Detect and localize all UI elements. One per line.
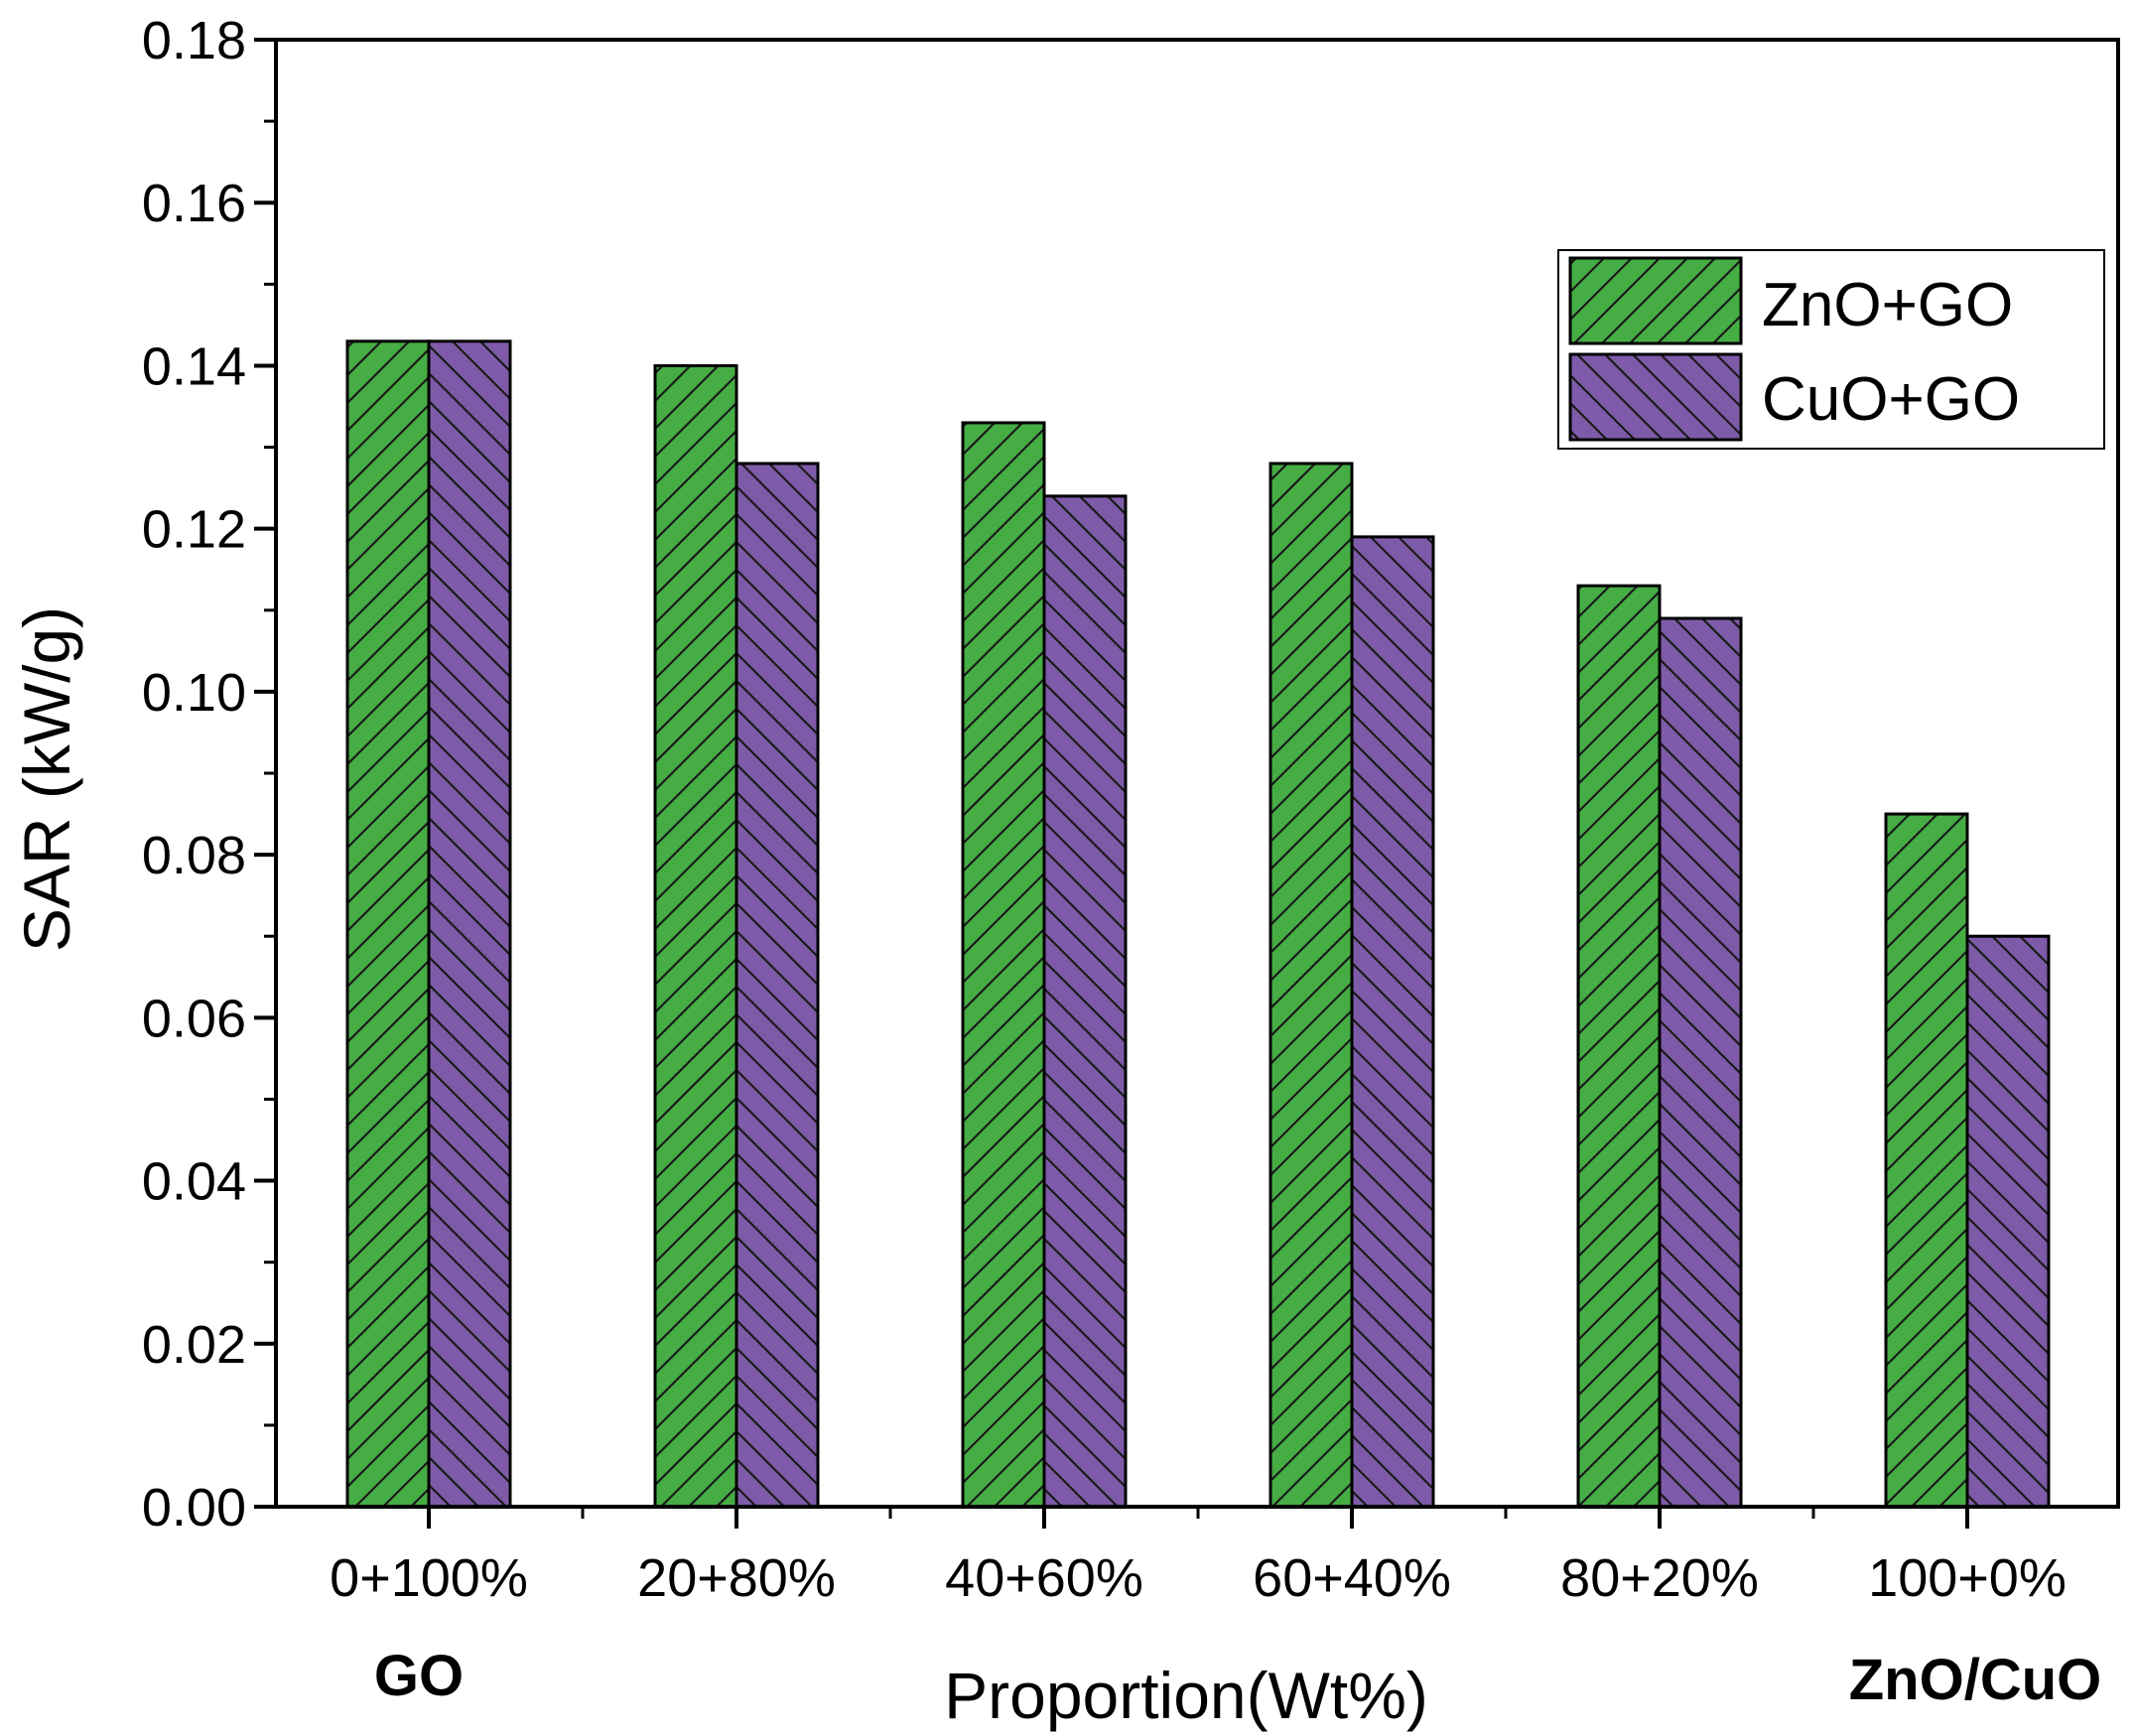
x-tick-label: 80+20% [1560,1548,1759,1608]
x-axis-title: Proportion(Wt%) [944,1659,1428,1732]
bar-zno-go-6 [1884,812,1969,1509]
y-tick-label: 0.00 [142,1478,246,1537]
x-tick-label: 20+80% [637,1548,836,1608]
x-tick-label: 0+100% [330,1548,528,1608]
right-note-zno-cuo: ZnO/CuO [1849,1648,2102,1712]
bar-zno-go-2 [653,363,738,1509]
bars-layer [345,339,2051,1509]
y-tick-label: 0.10 [142,663,246,723]
y-tick-label: 0.06 [142,989,246,1048]
bar-cuo-go-2 [734,462,820,1509]
y-tick-label: 0.14 [142,336,246,396]
bar-zno-go-5 [1576,584,1662,1509]
legend-swatch-cuo-go [1568,352,1743,442]
y-tick-label: 0.02 [142,1315,246,1375]
y-tick-label: 0.08 [142,826,246,885]
legend: ZnO+GO CuO+GO [1557,249,2105,450]
legend-swatch-zno-go [1568,256,1743,345]
x-tick-label: 40+60% [945,1548,1143,1608]
left-note-go: GO [374,1644,464,1708]
bar-cuo-go-5 [1658,616,1743,1509]
y-tick-label: 0.12 [142,500,246,560]
y-tick-label: 0.04 [142,1152,246,1212]
x-tick-label: 100+0% [1868,1548,2067,1608]
y-axis-title: SAR (kW/g) [10,606,83,952]
bar-zno-go-4 [1268,462,1354,1509]
legend-label-cuo-go: CuO+GO [1762,365,2020,434]
legend-label-zno-go: ZnO+GO [1762,271,2013,339]
bar-cuo-go-6 [1965,934,2051,1509]
bar-cuo-go-1 [427,339,512,1509]
x-tick-label: 60+40% [1253,1548,1451,1608]
y-tick-label: 0.18 [142,11,246,70]
bar-zno-go-1 [345,339,431,1509]
bar-cuo-go-3 [1042,494,1128,1509]
axes-layer: 0.00 0.02 0.04 0.06 0.08 0.10 0.12 0.14 0.16 0.18… [142,11,2120,1608]
bar-cuo-go-4 [1350,535,1435,1509]
bar-zno-go-3 [961,421,1046,1509]
y-tick-label: 0.16 [142,174,246,233]
